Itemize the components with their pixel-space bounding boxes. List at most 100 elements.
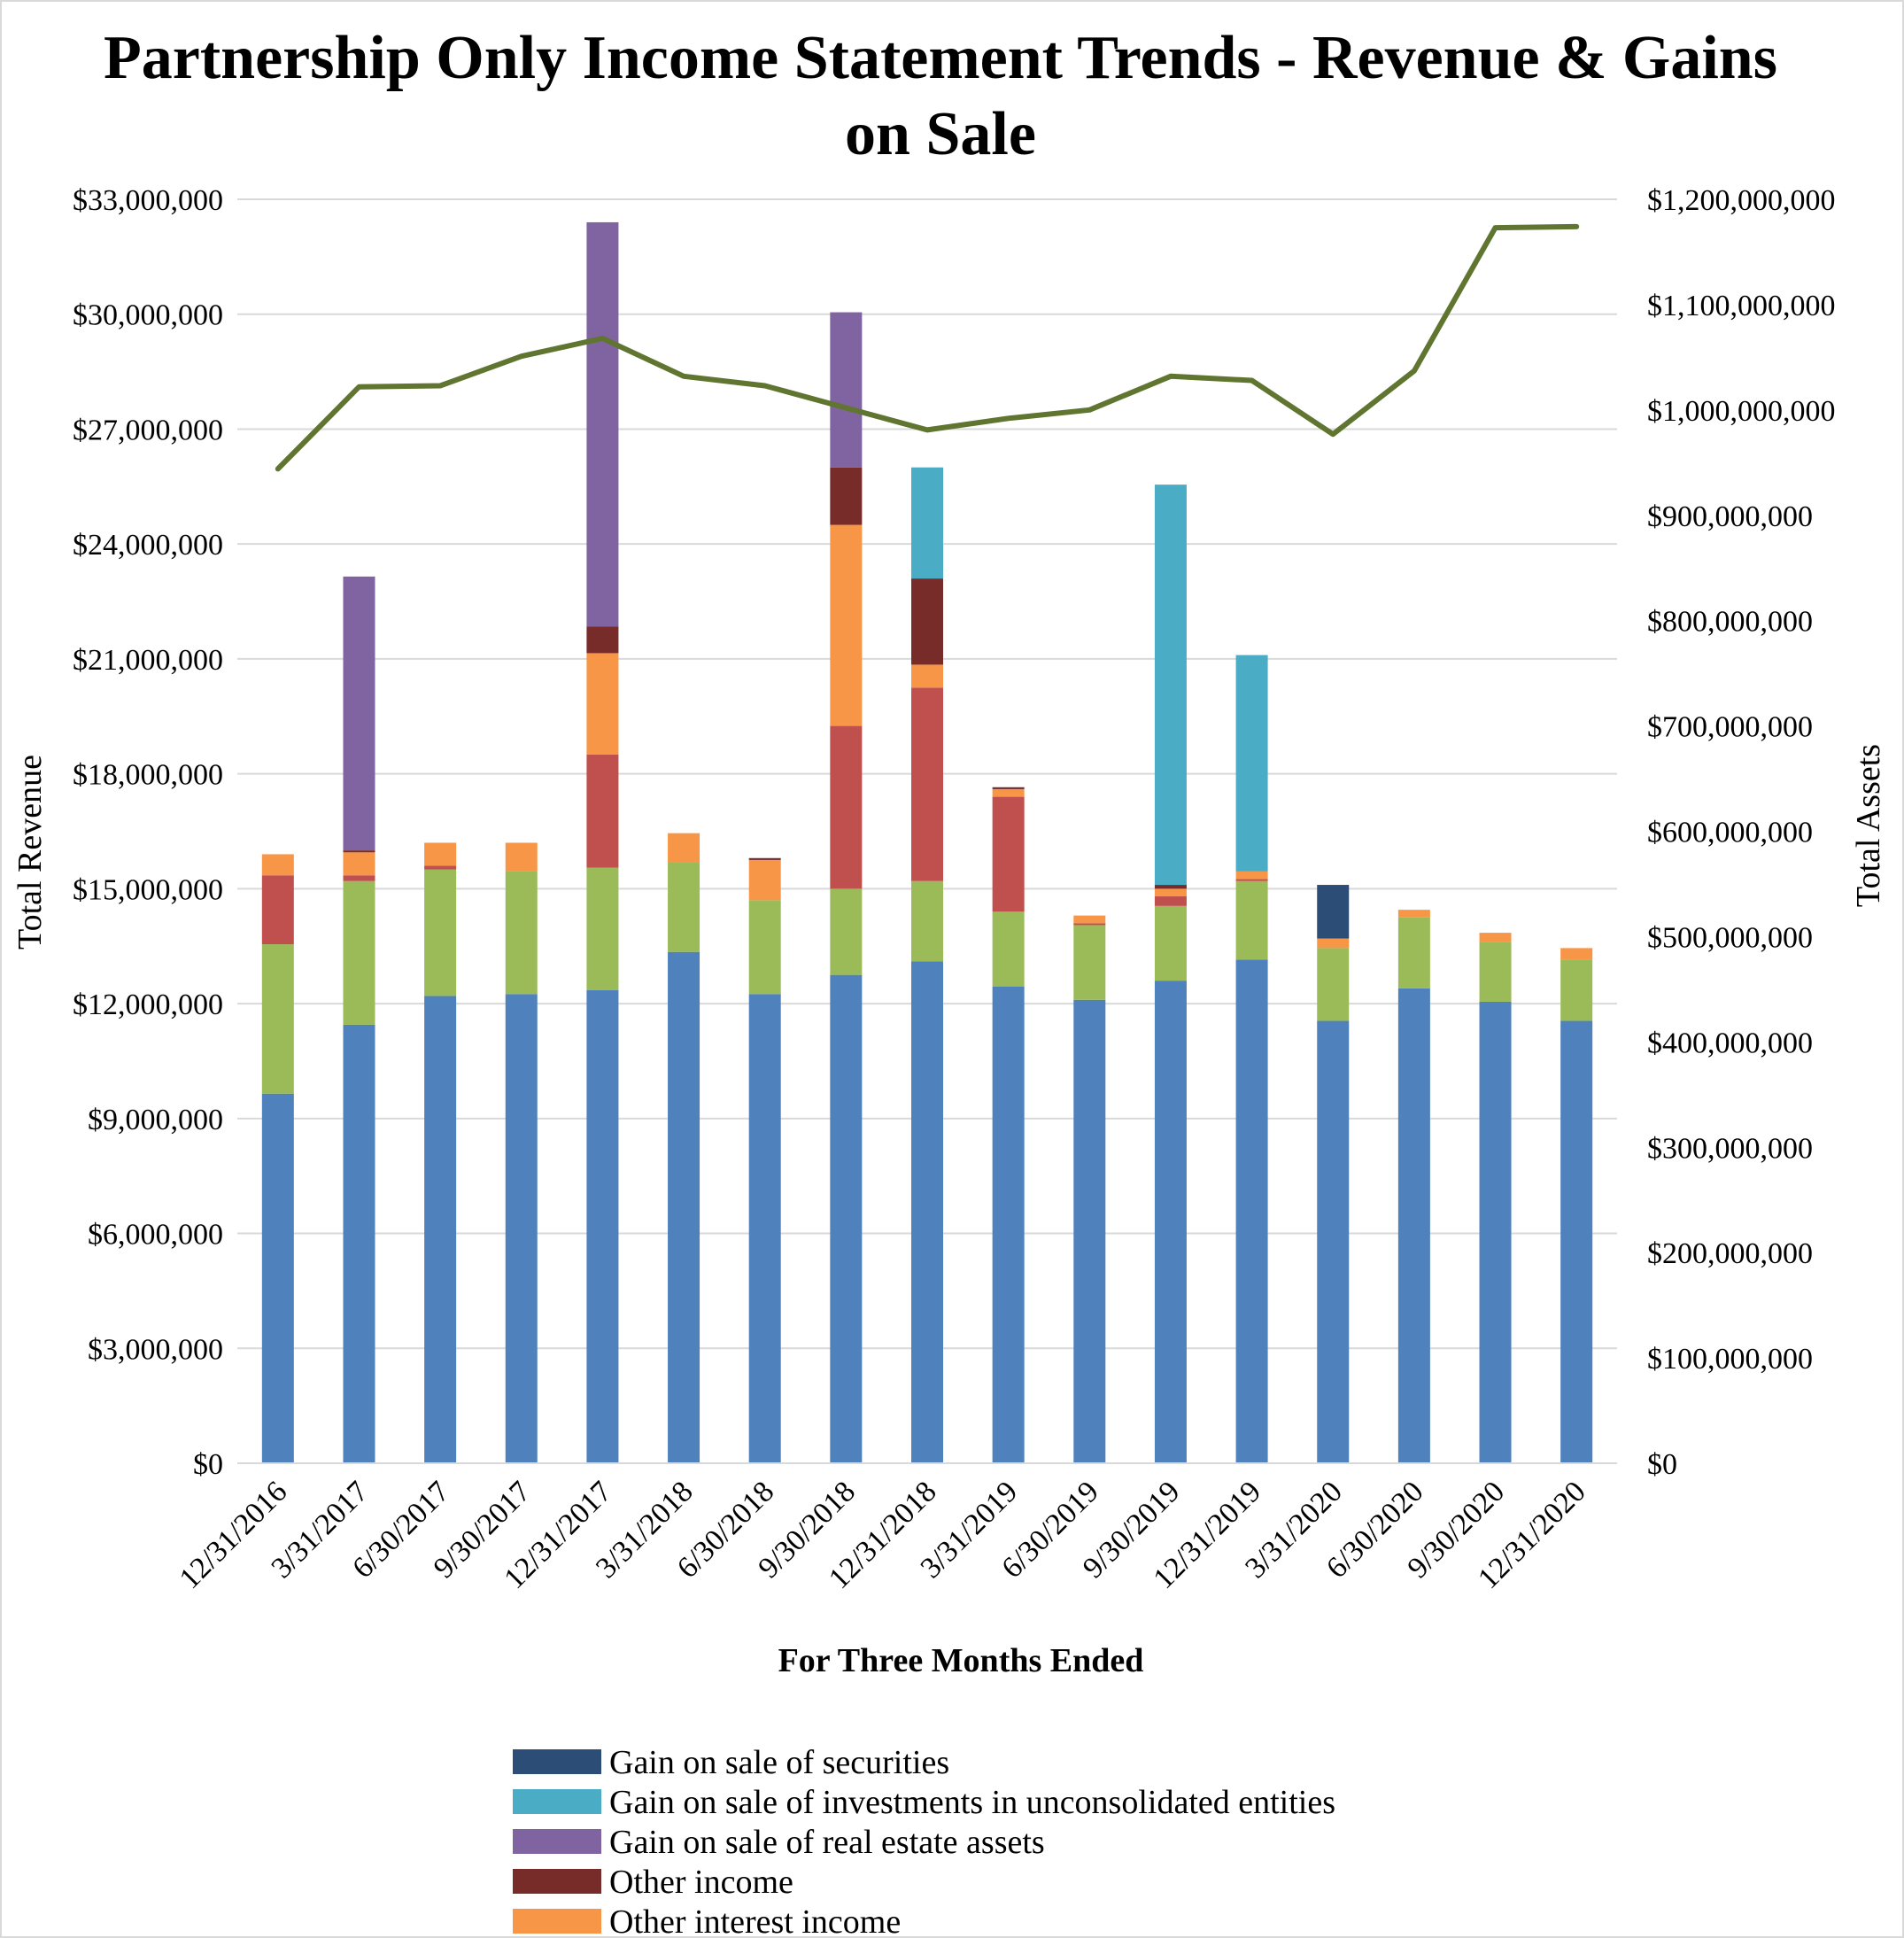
legend-label: Other interest income <box>609 1903 901 1938</box>
y2-tick-label: $700,000,000 <box>1647 711 1813 744</box>
bar-segment <box>261 1093 294 1463</box>
bar-segment <box>1073 925 1106 1000</box>
bar-segment <box>1317 885 1350 939</box>
bar-segment <box>261 944 294 1094</box>
bar-segment <box>748 900 781 995</box>
bar-segment <box>1154 885 1187 889</box>
legend-label: Gain on sale of investments in unconsoli… <box>609 1784 1335 1821</box>
y-tick-label: $24,000,000 <box>73 529 223 562</box>
bar-segment <box>505 994 538 1463</box>
bar-segment <box>586 867 619 990</box>
assets-line <box>275 223 1580 472</box>
y-tick-label: $33,000,000 <box>73 184 223 217</box>
bar-segment <box>1479 1001 1512 1463</box>
bar-segment <box>586 626 619 654</box>
y2-tick-label: $1,200,000,000 <box>1647 184 1836 217</box>
bar-segment <box>343 850 375 853</box>
bar-segment <box>505 871 538 995</box>
bar-segment <box>1154 484 1187 886</box>
bar-segment <box>911 961 943 1463</box>
legend-label: Gain on sale of securities <box>609 1744 949 1781</box>
bar-segment <box>992 796 1025 912</box>
y2-tick-label: $400,000,000 <box>1647 1027 1813 1059</box>
bar-segment <box>1560 1020 1593 1463</box>
bar-segment <box>830 888 863 975</box>
bar-segment <box>424 869 457 996</box>
y2-tick-label: $800,000,000 <box>1647 606 1813 639</box>
bar-segment <box>505 842 538 872</box>
bar-segment <box>261 854 294 876</box>
bar-segment <box>343 880 375 1025</box>
y-tick-label: $27,000,000 <box>73 414 223 446</box>
legend-swatch <box>513 1909 601 1934</box>
bar-segment <box>1235 871 1268 880</box>
bar-segment <box>343 875 375 881</box>
y-tick-label: $21,000,000 <box>73 644 223 677</box>
bar-segment <box>1235 879 1268 881</box>
bar-segment <box>911 467 943 579</box>
y-tick-label: $0 <box>193 1448 223 1481</box>
bar-segment <box>1154 905 1187 981</box>
legend-label: Gain on sale of real estate assets <box>609 1824 1045 1861</box>
y-axis-title: Total Revenue <box>12 755 49 950</box>
y2-tick-label: $300,000,000 <box>1647 1132 1813 1165</box>
bar-segment <box>992 788 1025 797</box>
bar-segment <box>343 1024 375 1463</box>
y-tick-label: $18,000,000 <box>73 759 223 792</box>
y2-tick-label: $1,100,000,000 <box>1647 290 1836 322</box>
y2-tick-label: $1,000,000,000 <box>1647 395 1836 428</box>
bar-segment <box>1560 948 1593 960</box>
bar-segment <box>1073 999 1106 1463</box>
legend-swatch <box>513 1829 601 1854</box>
bar-segment <box>586 221 619 627</box>
bar-segment <box>1154 981 1187 1463</box>
bar-segment <box>992 986 1025 1463</box>
bar-segment <box>830 725 863 889</box>
x-tick-label: 12/31/2016 <box>174 1475 294 1595</box>
bar-segment <box>424 865 457 870</box>
y2-axis-title: Total Assets <box>1850 744 1887 907</box>
legend-label: Other income <box>609 1864 793 1901</box>
chart-title-line-1: Partnership Only Income Statement Trends… <box>104 24 1777 92</box>
bar-segment <box>668 951 700 1463</box>
y-tick-label: $30,000,000 <box>73 299 223 332</box>
bar-segment <box>1235 880 1268 960</box>
bar-segment <box>911 880 943 962</box>
bar-segment <box>1317 948 1350 1021</box>
y-tick-label: $3,000,000 <box>88 1333 223 1366</box>
bar-segment <box>1073 915 1106 924</box>
bar-segment <box>1479 933 1512 942</box>
bar-segment <box>1235 655 1268 872</box>
bar-segment <box>911 664 943 688</box>
y-tick-label: $12,000,000 <box>73 988 223 1021</box>
bar-segment <box>1479 942 1512 1002</box>
bars <box>261 221 1593 1463</box>
legend-swatch <box>513 1749 601 1774</box>
bar-segment <box>1317 1020 1350 1463</box>
bar-segment <box>668 862 700 952</box>
bar-segment <box>1235 959 1268 1463</box>
bar-segment <box>1560 959 1593 1021</box>
legend-swatch <box>513 1789 601 1814</box>
bar-segment <box>1397 917 1430 988</box>
bar-segment <box>343 576 375 851</box>
bar-segment <box>992 911 1025 987</box>
y-tick-label: $9,000,000 <box>88 1104 223 1136</box>
x-axis-title: For Three Months Ended <box>778 1642 1144 1679</box>
total-assets-line <box>275 223 1580 472</box>
bar-segment <box>586 755 619 868</box>
bar-segment <box>1154 888 1187 897</box>
bar-segment <box>1073 923 1106 926</box>
bar-segment <box>830 974 863 1463</box>
legend-swatch <box>513 1869 601 1894</box>
bar-segment <box>586 989 619 1463</box>
bar-segment <box>1317 938 1350 949</box>
bar-segment <box>1397 988 1430 1463</box>
y-tick-label: $6,000,000 <box>88 1219 223 1252</box>
bar-segment <box>992 787 1025 789</box>
y2-tick-label: $600,000,000 <box>1647 817 1813 849</box>
y2-tick-label: $100,000,000 <box>1647 1343 1813 1376</box>
bar-segment <box>911 687 943 881</box>
